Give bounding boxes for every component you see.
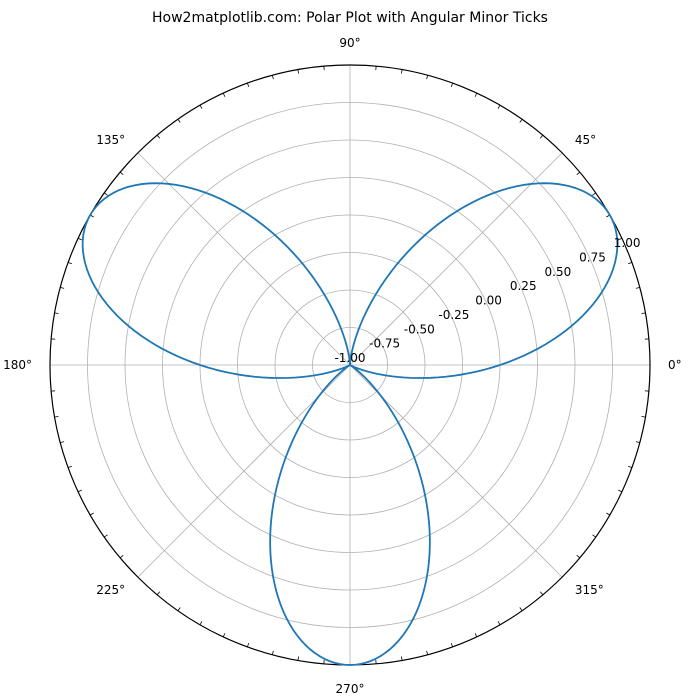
minor-tick bbox=[540, 135, 543, 138]
minor-tick bbox=[298, 70, 299, 74]
minor-tick bbox=[592, 193, 595, 195]
minor-tick bbox=[475, 93, 477, 97]
radial-label: 1.00 bbox=[614, 236, 641, 250]
minor-tick bbox=[120, 172, 123, 175]
polar-chart: 0° 45° 90° 135° 180° 225° 270° 315° -1.00 -0.75 -0… bbox=[0, 0, 700, 700]
minor-tick bbox=[157, 135, 160, 138]
radial-label: -0.50 bbox=[404, 322, 435, 336]
minor-tick bbox=[520, 607, 522, 610]
radial-label: -1.00 bbox=[334, 351, 365, 365]
angle-label: 45° bbox=[575, 133, 596, 147]
minor-tick bbox=[247, 83, 248, 87]
minor-tick bbox=[272, 75, 273, 79]
minor-tick bbox=[68, 466, 72, 467]
minor-tick bbox=[592, 535, 595, 537]
minor-tick bbox=[628, 466, 632, 467]
chart-container: How2matplotlib.com: Polar Plot with Angu… bbox=[0, 0, 700, 700]
minor-tick bbox=[78, 490, 82, 492]
minor-tick bbox=[451, 83, 452, 87]
minor-tick bbox=[178, 119, 180, 122]
radial-label: 0.50 bbox=[545, 265, 572, 279]
minor-tick bbox=[200, 105, 202, 108]
radial-label: 0.75 bbox=[579, 251, 606, 265]
angle-label: 135° bbox=[96, 133, 125, 147]
minor-tick bbox=[223, 93, 225, 97]
radial-label: 0.00 bbox=[475, 294, 502, 308]
minor-tick bbox=[178, 607, 180, 610]
minor-tick bbox=[157, 592, 160, 595]
minor-tick bbox=[642, 313, 646, 314]
minor-tick bbox=[401, 657, 402, 661]
minor-tick bbox=[498, 105, 500, 108]
minor-tick bbox=[104, 193, 107, 195]
minor-tick bbox=[78, 238, 82, 240]
angle-label: 315° bbox=[575, 583, 604, 597]
minor-tick bbox=[498, 621, 500, 624]
minor-tick bbox=[577, 555, 580, 558]
minor-tick bbox=[540, 592, 543, 595]
angle-label: 90° bbox=[339, 36, 360, 50]
minor-tick bbox=[272, 651, 273, 655]
minor-tick bbox=[55, 313, 59, 314]
minor-tick bbox=[90, 513, 93, 515]
angle-label: 270° bbox=[336, 682, 365, 696]
minor-tick bbox=[577, 172, 580, 175]
minor-tick bbox=[618, 490, 622, 492]
minor-tick bbox=[642, 416, 646, 417]
minor-tick bbox=[628, 262, 632, 263]
minor-tick bbox=[451, 643, 452, 647]
minor-tick bbox=[223, 633, 225, 637]
minor-tick bbox=[427, 75, 428, 79]
minor-tick bbox=[636, 287, 640, 288]
minor-tick bbox=[60, 442, 64, 443]
minor-tick bbox=[427, 651, 428, 655]
minor-tick bbox=[68, 262, 72, 263]
minor-tick bbox=[55, 416, 59, 417]
minor-tick bbox=[606, 513, 609, 515]
minor-tick bbox=[60, 287, 64, 288]
minor-tick bbox=[200, 621, 202, 624]
radial-labels: -1.00 -0.75 -0.50-0.25 0.00 0.25 0.50 0.75 1.00 bbox=[334, 236, 640, 365]
minor-tick bbox=[520, 119, 522, 122]
minor-tick bbox=[475, 633, 477, 637]
angle-label: 225° bbox=[96, 583, 125, 597]
angle-label: 0° bbox=[668, 358, 682, 372]
angle-label: 180° bbox=[3, 358, 32, 372]
minor-tick bbox=[120, 555, 123, 558]
radial-label: -0.25 bbox=[438, 308, 469, 322]
minor-tick bbox=[401, 70, 402, 74]
angle-labels: 0° 45° 90° 135° 180° 225° 270° 315° bbox=[3, 36, 682, 696]
radial-label: 0.25 bbox=[510, 279, 537, 293]
radial-label: -0.75 bbox=[369, 337, 400, 351]
minor-tick bbox=[636, 442, 640, 443]
minor-tick bbox=[298, 657, 299, 661]
minor-tick bbox=[247, 643, 248, 647]
minor-tick bbox=[104, 535, 107, 537]
